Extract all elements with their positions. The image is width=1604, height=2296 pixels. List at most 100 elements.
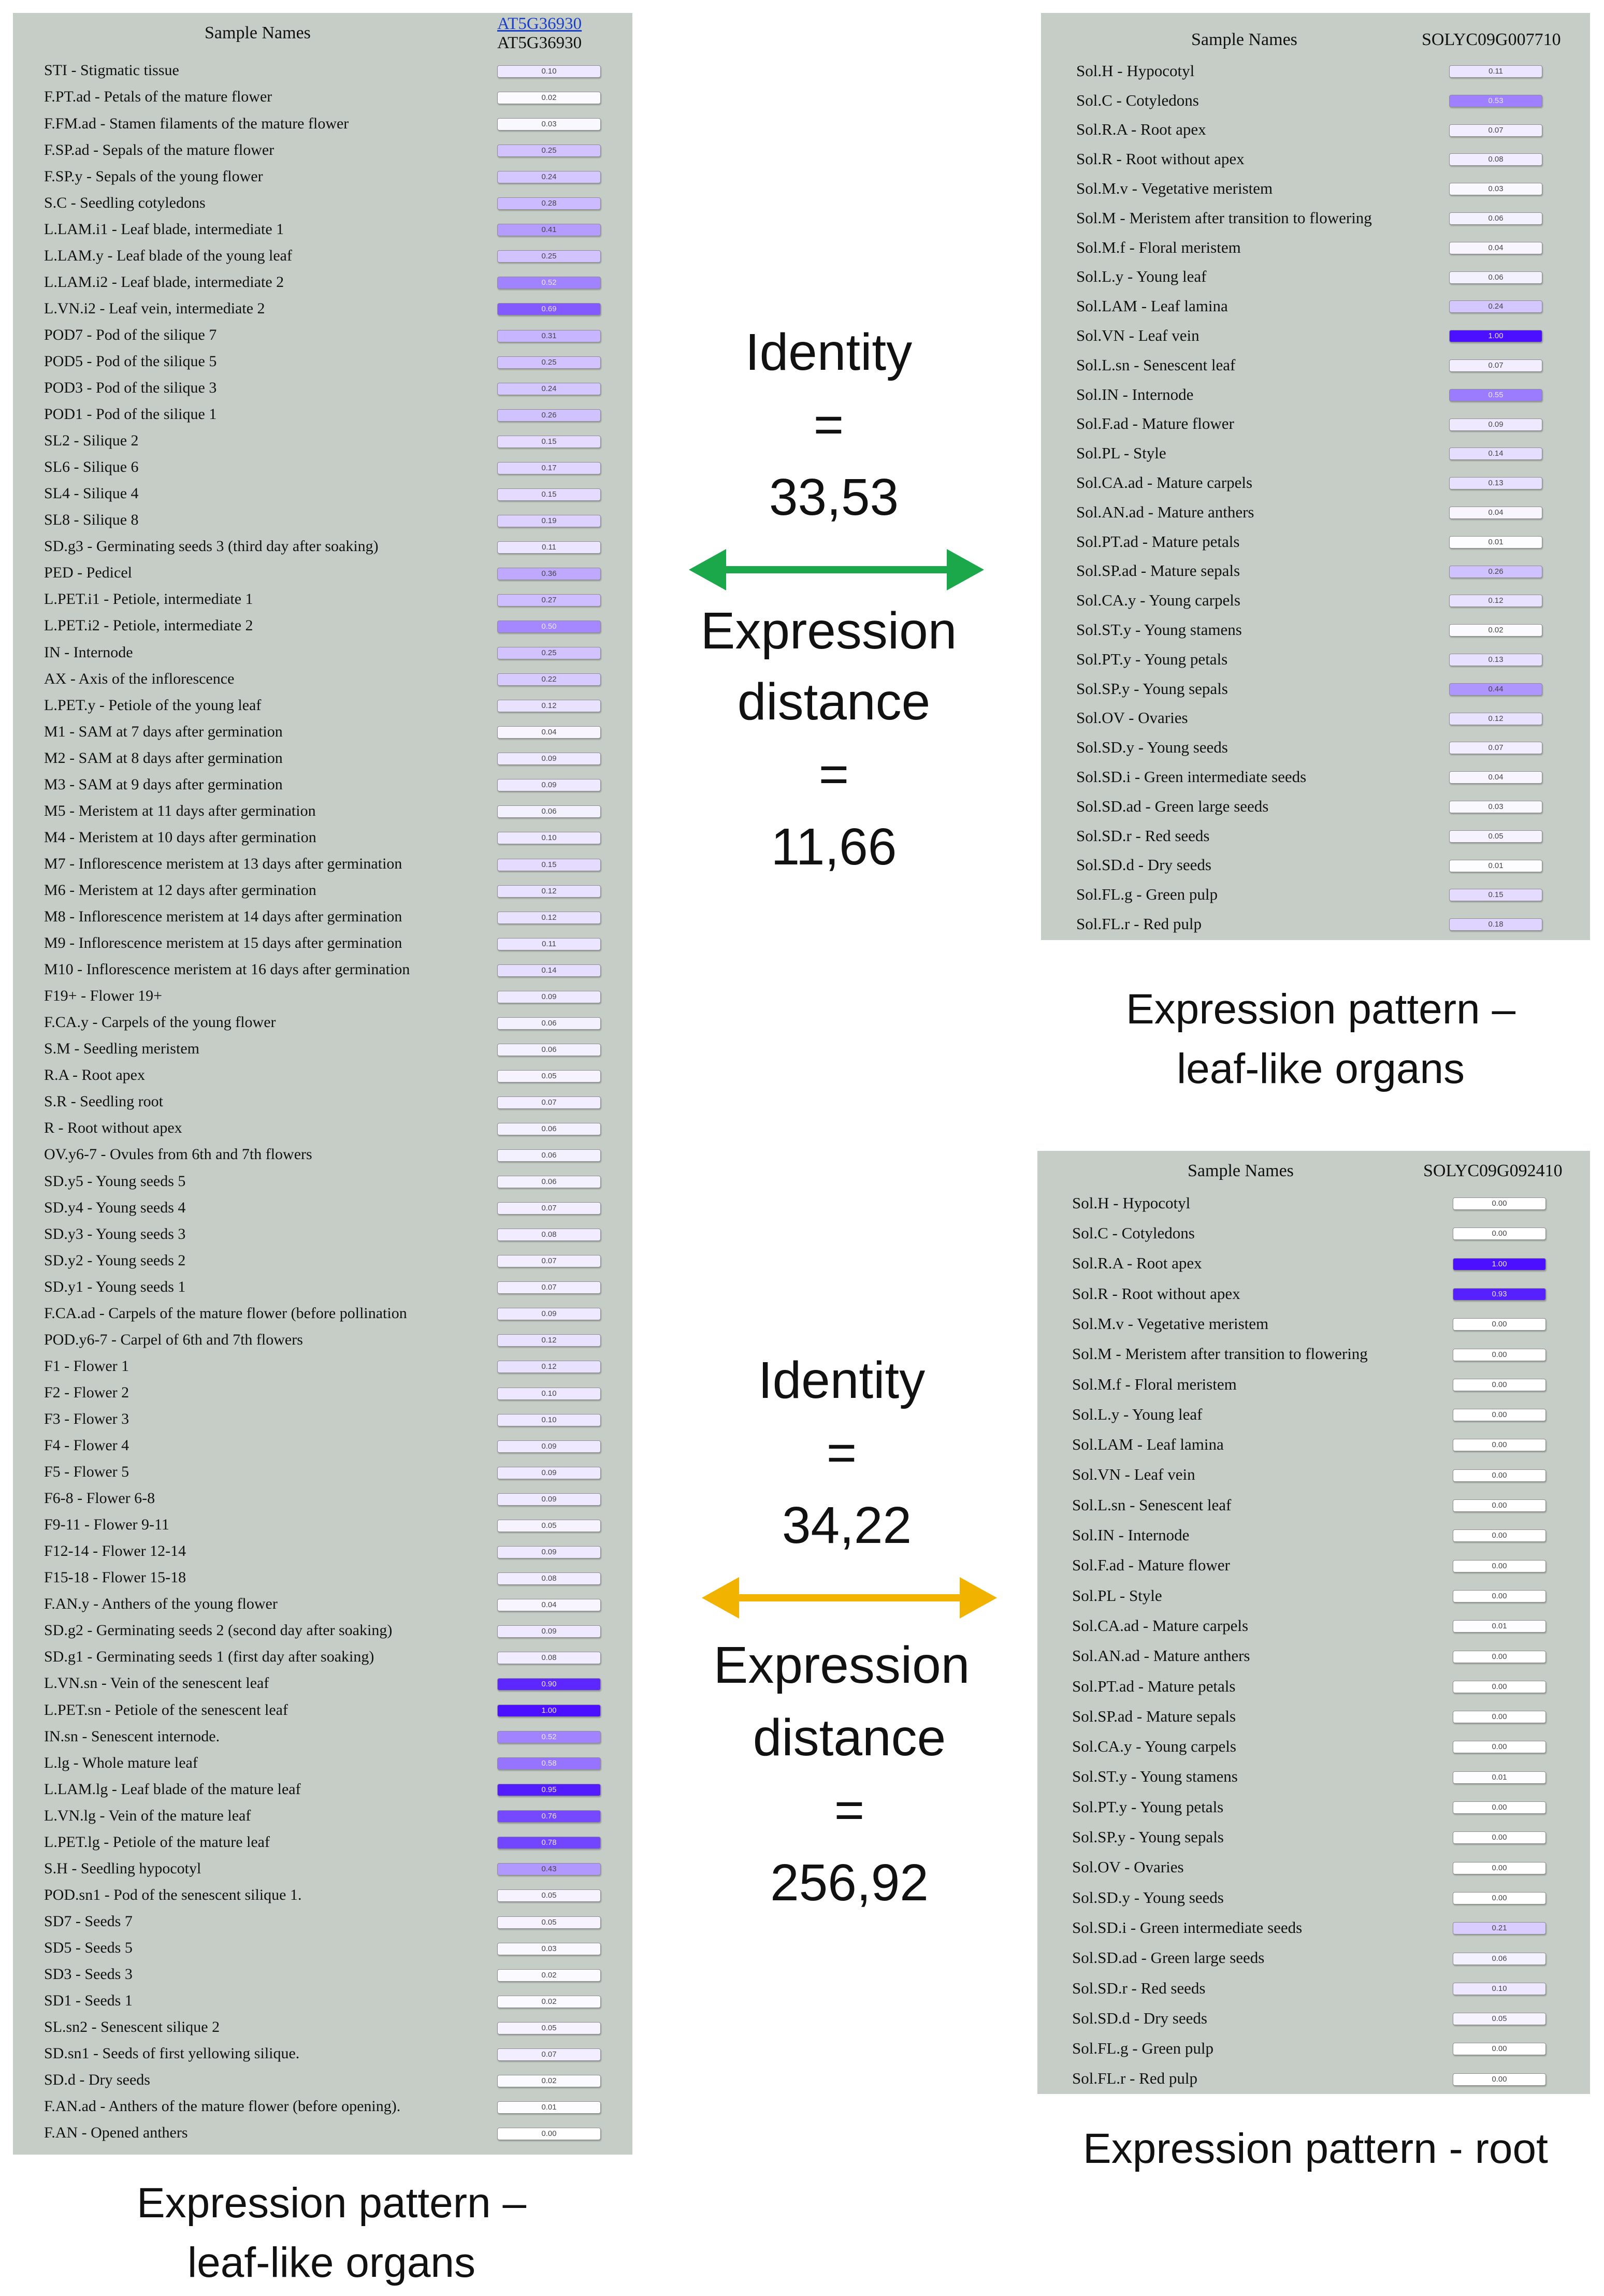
expression-value: 0.12 (1488, 714, 1504, 723)
expression-value: 0.12 (1488, 597, 1504, 605)
expression-bar: 0.00 (1453, 1228, 1546, 1240)
expression-bar: 0.24 (497, 171, 601, 184)
sample-label: Sol.C - Cotyledons (1076, 91, 1199, 109)
sample-label: F.AN - Opened anthers (44, 2124, 188, 2142)
expression-bar: 0.08 (497, 1229, 601, 1241)
expression-value: 0.28 (541, 199, 557, 208)
sample-names-header: Sample Names (1191, 30, 1297, 49)
sample-label: Sol.ST.y - Young stamens (1076, 620, 1242, 639)
equals-sign: = (813, 396, 844, 454)
sample-label: F3 - Flower 3 (44, 1410, 129, 1427)
distance-label: distance (753, 1709, 946, 1767)
sample-label: POD3 - Pod of the silique 3 (44, 379, 217, 396)
expression-bar: 0.58 (497, 1757, 601, 1770)
expression-value: 1.00 (1492, 1260, 1507, 1268)
expression-bar: 0.13 (1449, 477, 1542, 490)
expression-value: 0.26 (541, 411, 557, 420)
caption-top-right-line1: Expression pattern – (1125, 986, 1516, 1033)
expression-bar: 0.00 (1453, 1650, 1546, 1663)
sample-label: Sol.SD.ad - Green large seeds (1076, 797, 1269, 815)
gene-link[interactable]: AT5G36930 (497, 15, 582, 33)
sample-label: L.VN.sn - Vein of the senescent leaf (44, 1674, 269, 1692)
expression-value: 0.05 (541, 1521, 557, 1530)
expression-bar: 0.26 (1449, 565, 1542, 578)
expression-value: 0.25 (541, 252, 557, 261)
tomato-root-expression-panel: Sample Names SOLYC09G092410 Sol.H - Hypo… (1037, 1151, 1590, 2094)
expression-bar: 0.05 (497, 1889, 601, 1902)
expression-value: 0.00 (1492, 1833, 1507, 1842)
expression-value: 0.00 (1492, 1713, 1507, 1722)
identity-label: Identity (745, 323, 913, 381)
expression-value: 0.05 (541, 1072, 557, 1080)
sample-label: Sol.SP.y - Young sepals (1076, 679, 1228, 698)
sample-label: L.VN.lg - Vein of the mature leaf (44, 1807, 251, 1824)
expression-value: 0.95 (541, 1786, 557, 1795)
sample-label: F.FM.ad - Stamen filaments of the mature… (44, 114, 349, 132)
sample-label: SD7 - Seeds 7 (44, 1912, 133, 1930)
expression-bar: 0.00 (1453, 1801, 1546, 1814)
expression-bar: 0.15 (497, 858, 601, 871)
expression-bar: 0.17 (497, 461, 601, 474)
sample-label: SD3 - Seeds 3 (44, 1966, 133, 1983)
sample-label: POD1 - Pod of the silique 1 (44, 406, 217, 423)
sample-label: SL8 - Silique 8 (44, 511, 139, 529)
sample-label: L.PET.lg - Petiole of the mature leaf (44, 1833, 270, 1851)
sample-label: M2 - SAM at 8 days after germination (44, 749, 283, 767)
sample-label: Sol.PT.ad - Mature petals (1072, 1677, 1236, 1695)
sample-label: M9 - Inflorescence meristem at 15 days a… (44, 934, 402, 952)
sample-label: SL4 - Silique 4 (44, 485, 139, 502)
expression-bar: 0.00 (1453, 1590, 1546, 1602)
expression-bar: 0.09 (497, 1493, 601, 1506)
expression-value: 0.08 (541, 1231, 557, 1239)
equals-sign: = (818, 745, 849, 803)
sample-label: POD.y6-7 - Carpel of 6th and 7th flowers (44, 1331, 303, 1348)
identity-value: 33,53 (769, 468, 899, 526)
expression-value: 0.05 (1488, 832, 1504, 841)
expression-bar: 0.76 (497, 1810, 601, 1823)
expression-value: 0.10 (541, 67, 557, 76)
expression-bar: 0.93 (1453, 1288, 1546, 1301)
sample-label: M5 - Meristem at 11 days after germinati… (44, 802, 316, 819)
expression-bar: 0.07 (1449, 124, 1542, 137)
expression-value: 0.24 (1488, 302, 1504, 311)
expression-bar: 0.00 (1453, 2043, 1546, 2056)
sample-label: M10 - Inflorescence meristem at 16 days … (44, 961, 410, 978)
expression-value: 0.07 (1488, 362, 1504, 370)
expression-value: 0.24 (541, 384, 557, 393)
sample-label: Sol.H - Hypocotyl (1072, 1193, 1191, 1212)
expression-value: 0.09 (541, 1310, 557, 1319)
expression-bar: 0.12 (497, 1334, 601, 1347)
expression-value: 0.17 (541, 464, 557, 472)
sample-label: Sol.SD.r - Red seeds (1076, 826, 1210, 845)
distance-value: 11,66 (771, 818, 897, 876)
expression-bar: 0.24 (1449, 300, 1542, 313)
sample-label: Sol.M.v - Vegetative meristem (1072, 1314, 1269, 1333)
expression-value: 0.13 (1488, 656, 1504, 664)
expression-bar: 0.15 (497, 435, 601, 448)
sample-label: Sol.PT.ad - Mature petals (1076, 532, 1240, 551)
expression-bar: 0.14 (497, 964, 601, 977)
expression-bar: 0.00 (1453, 1469, 1546, 1482)
expression-bar: 0.44 (1449, 683, 1542, 696)
sample-label: R.A - Root apex (44, 1066, 145, 1084)
expression-bar: 0.06 (1449, 271, 1542, 284)
sample-label: Sol.CA.ad - Mature carpels (1076, 473, 1253, 492)
expression-value: 0.03 (541, 120, 557, 129)
expression-bar: 0.07 (1449, 359, 1542, 372)
expression-bar: 0.09 (497, 1440, 601, 1453)
expression-bar: 0.05 (1449, 830, 1542, 843)
expression-value: 0.06 (541, 1178, 557, 1187)
expression-bar: 0.53 (1449, 94, 1542, 107)
sample-label: Sol.LAM - Leaf lamina (1072, 1435, 1224, 1454)
sample-label: SL2 - Silique 2 (44, 432, 139, 450)
sample-label: Sol.L.sn - Senescent leaf (1072, 1495, 1232, 1514)
sample-label: M3 - SAM at 9 days after germination (44, 775, 283, 793)
sample-label: AX - Axis of the inflorescence (44, 670, 235, 687)
expression-value: 0.00 (1492, 1411, 1507, 1420)
sample-label: F9-11 - Flower 9-11 (44, 1516, 169, 1534)
expression-value: 0.06 (541, 807, 557, 816)
sample-label: SD.g2 - Germinating seeds 2 (second day … (44, 1622, 393, 1639)
sample-label: F.AN.y - Anthers of the young flower (44, 1595, 278, 1613)
sample-label: Sol.AN.ad - Mature anthers (1076, 502, 1254, 521)
distance-label: distance (737, 673, 931, 731)
